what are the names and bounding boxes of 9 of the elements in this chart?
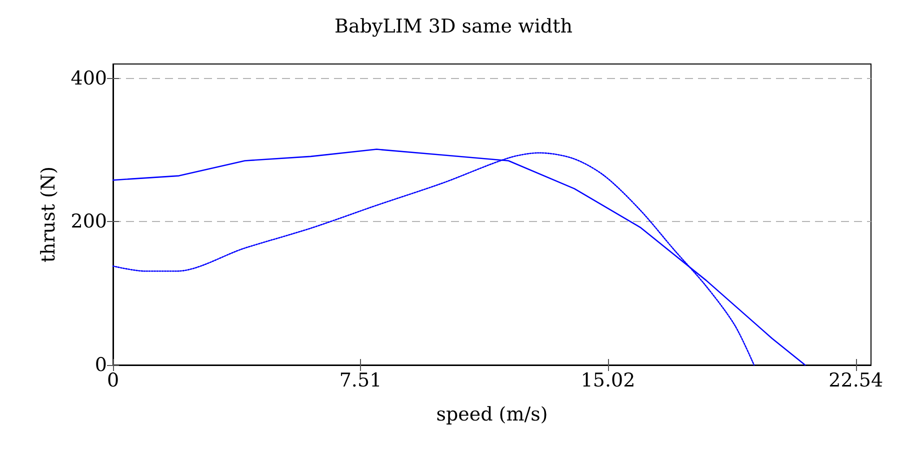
x-axis-title: speed (m/s) <box>436 404 548 426</box>
x-tick-label: 15.02 <box>580 370 636 392</box>
y-tick-label: 400 <box>70 67 107 90</box>
y-axis-title: thrust (N) <box>38 166 60 263</box>
x-tick-label: 7.51 <box>339 370 382 392</box>
chart-title: BabyLIM 3D same width <box>334 16 572 38</box>
y-tick-label: 0 <box>94 354 107 376</box>
x-tick-label: 22.54 <box>828 370 884 392</box>
y-tick-label: 200 <box>70 210 107 233</box>
